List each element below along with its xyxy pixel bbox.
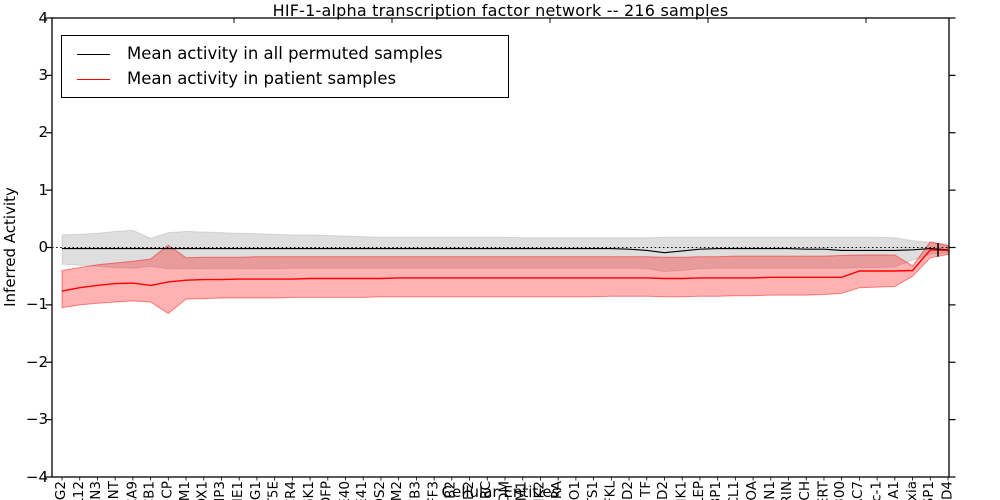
y-tick-label: −1: [25, 295, 48, 314]
legend: Mean activity in all permuted samples Me…: [61, 35, 509, 98]
legend-entry-permuted: Mean activity in all permuted samples: [77, 45, 508, 63]
y-tick-label: 0: [38, 238, 48, 256]
legend-label: Mean activity in all permuted samples: [127, 44, 443, 63]
y-tick-label: −4: [25, 467, 48, 486]
y-tick-label: −2: [25, 352, 48, 371]
y-tick-label: 2: [38, 123, 48, 142]
y-tick-label: −3: [25, 410, 48, 429]
mean-line: [62, 248, 949, 254]
x-axis-label: Cellular Entities: [441, 483, 560, 500]
y-tick-label: 3: [38, 65, 48, 84]
y-tick-label: 1: [38, 180, 48, 199]
permuted-line-swatch: [77, 53, 110, 55]
mean-line: [61, 249, 949, 292]
patient-line-swatch: [77, 78, 110, 80]
y-tick-label: 4: [38, 8, 48, 27]
legend-entry-patient: Mean activity in patient samples: [77, 70, 508, 88]
chart-title: HIF-1-alpha transcription factor network…: [272, 1, 729, 20]
confidence-band: [61, 229, 949, 273]
legend-label: Mean activity in patient samples: [127, 69, 397, 88]
